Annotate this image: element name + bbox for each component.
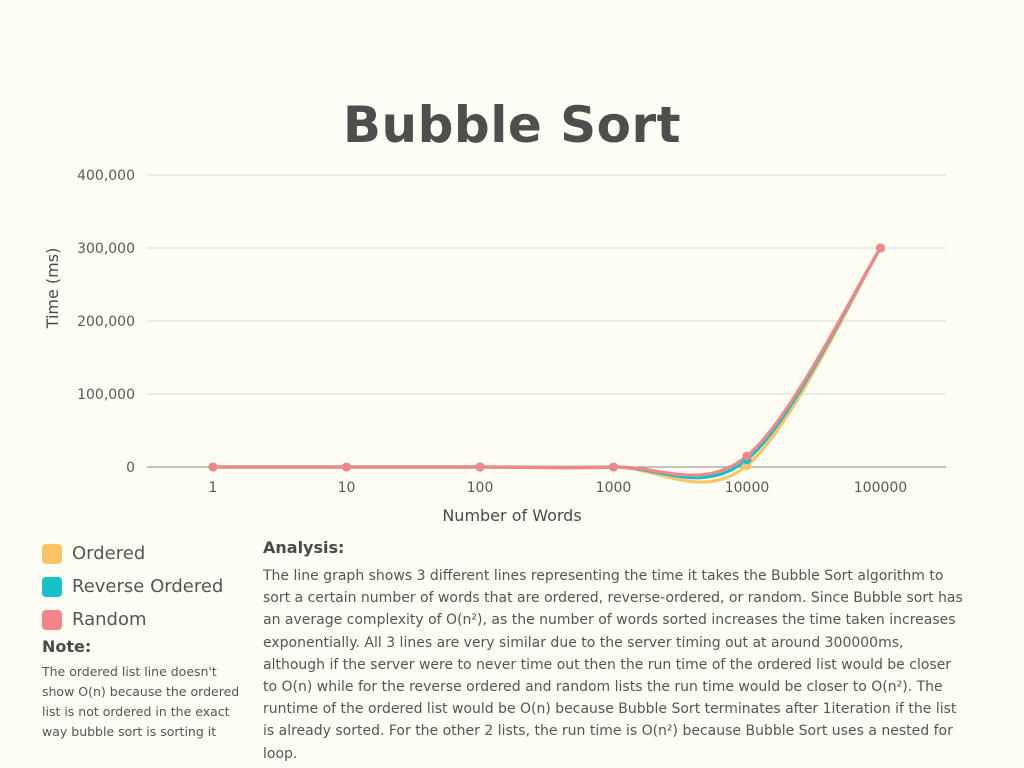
y-tick-label: 300,000 bbox=[77, 241, 135, 257]
note-body: The ordered list line doesn't show O(n) … bbox=[42, 664, 240, 739]
series-line-random bbox=[211, 246, 883, 477]
analysis-body: The line graph shows 3 different lines r… bbox=[263, 568, 963, 762]
x-tick-label: 100 bbox=[467, 480, 494, 496]
data-point-random bbox=[475, 462, 485, 472]
legend: Ordered Reverse Ordered Random bbox=[42, 537, 252, 636]
legend-item-ordered: Ordered bbox=[42, 537, 252, 570]
legend-swatch-ordered bbox=[42, 543, 62, 564]
data-point-random bbox=[208, 462, 218, 472]
analysis-title: Analysis: bbox=[263, 538, 345, 557]
data-point-random bbox=[342, 462, 351, 472]
analysis-block: Analysis: The line graph shows 3 differe… bbox=[263, 538, 963, 765]
x-tick-label: 10000 bbox=[725, 480, 770, 496]
legend-swatch-reverse-ordered bbox=[42, 576, 62, 597]
line-chart: 0 100,000 200,000 300,000 400,000 1 10 100 1000… bbox=[43, 168, 946, 525]
x-tick-label: 1 bbox=[209, 480, 218, 496]
data-point-random bbox=[876, 243, 885, 253]
y-tick-label: 100,000 bbox=[77, 387, 135, 403]
y-axis-ticks: 0 100,000 200,000 300,000 400,000 bbox=[77, 168, 135, 476]
chart-title: Bubble Sort bbox=[342, 96, 682, 154]
y-axis-title: Time (ms) bbox=[43, 248, 62, 330]
gridlines bbox=[147, 174, 946, 468]
y-tick-label: 400,000 bbox=[77, 168, 135, 184]
legend-label-reverse-ordered: Reverse Ordered bbox=[72, 576, 224, 597]
data-point-random bbox=[742, 451, 752, 461]
x-axis-title: Number of Words bbox=[442, 506, 581, 525]
y-tick-label: 200,000 bbox=[77, 314, 135, 330]
x-tick-label: 1000 bbox=[596, 480, 632, 496]
series-points bbox=[208, 243, 885, 472]
data-point-random bbox=[609, 462, 618, 472]
legend-swatch-random bbox=[42, 609, 62, 630]
legend-label-random: Random bbox=[72, 609, 147, 630]
legend-label-ordered: Ordered bbox=[72, 543, 146, 564]
series-lines bbox=[211, 246, 883, 484]
legend-item-reverse-ordered: Reverse Ordered bbox=[42, 570, 252, 603]
x-tick-label: 100000 bbox=[854, 480, 907, 496]
series-line-ordered bbox=[211, 246, 883, 484]
x-axis-ticks: 1 10 100 1000 10000 100000 bbox=[209, 480, 908, 496]
note-block: Note: The ordered list line doesn't show… bbox=[42, 637, 242, 742]
series-line-reverse-ordered bbox=[211, 246, 883, 480]
y-tick-label: 0 bbox=[126, 460, 135, 476]
note-title: Note: bbox=[42, 637, 92, 656]
legend-item-random: Random bbox=[42, 603, 252, 636]
x-tick-label: 10 bbox=[338, 480, 356, 496]
